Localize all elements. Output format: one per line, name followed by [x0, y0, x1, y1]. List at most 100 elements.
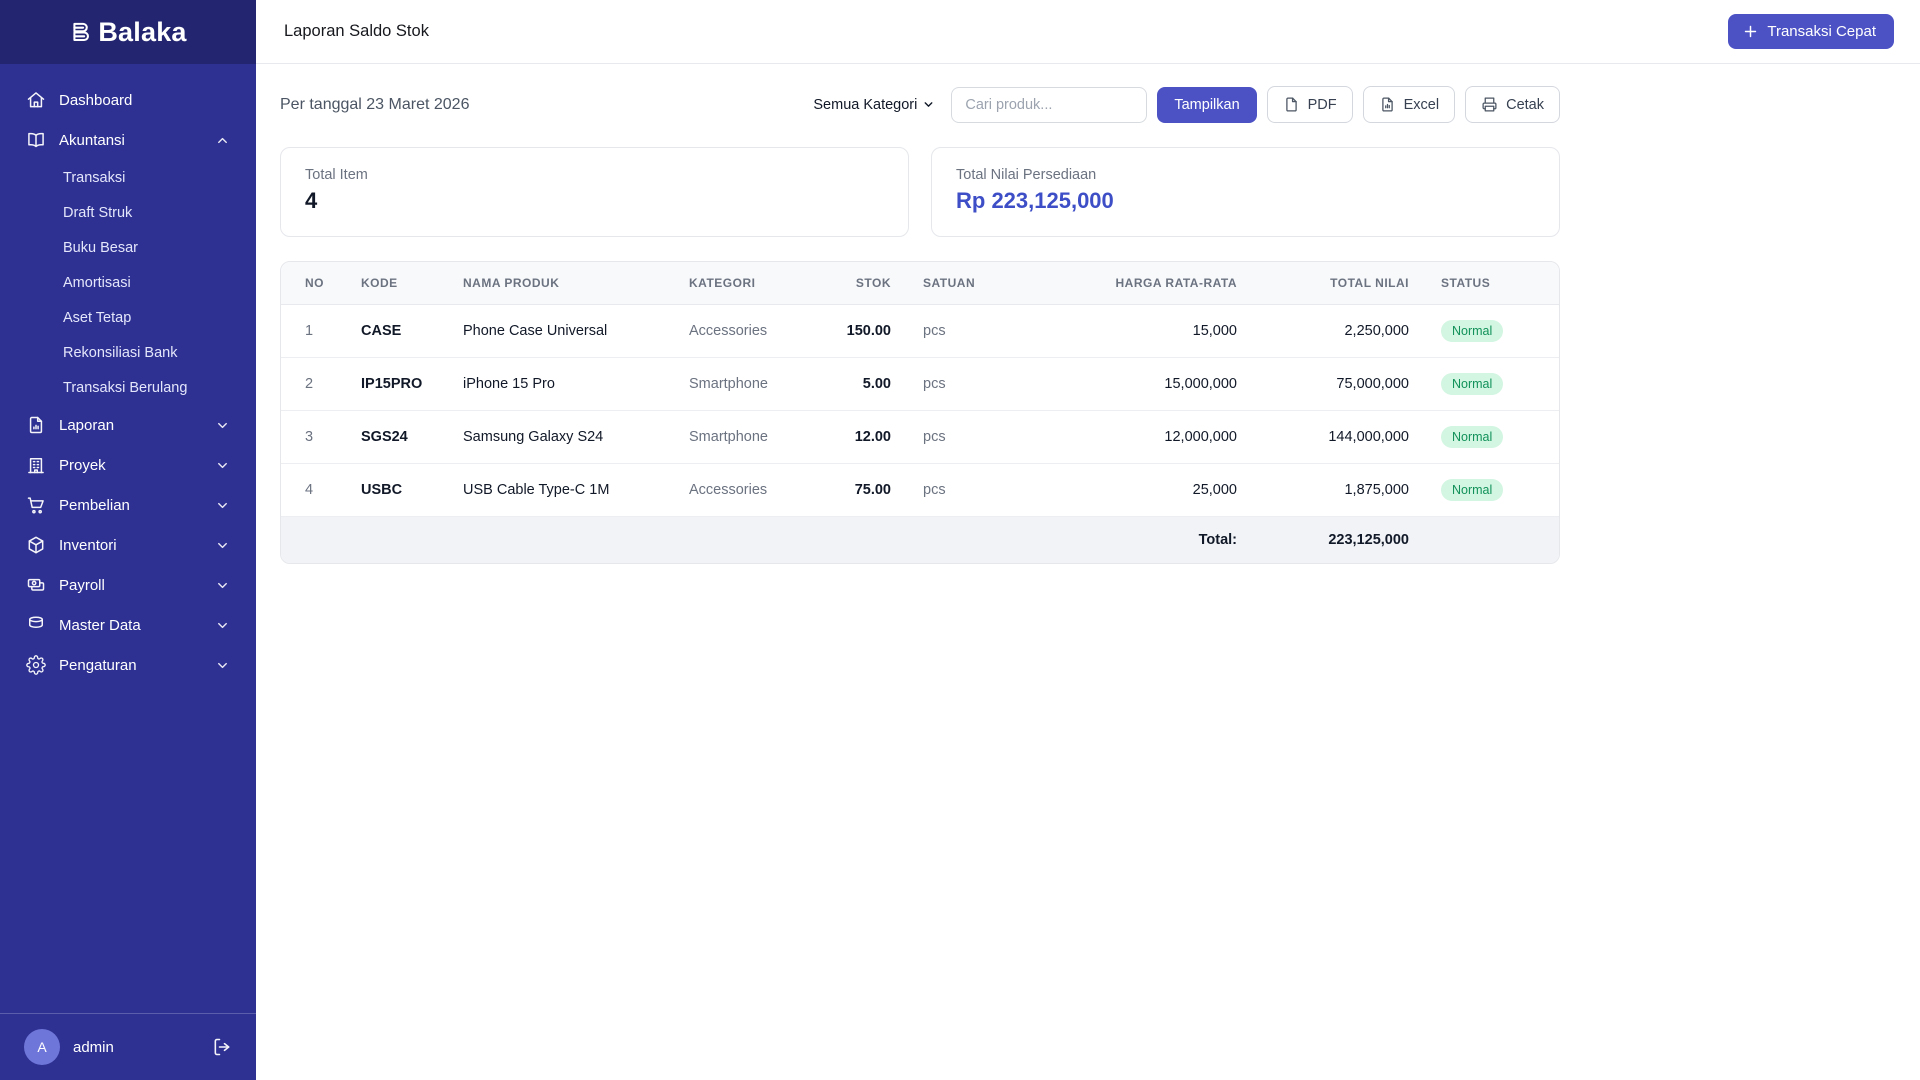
- cell-total-nilai: 144,000,000: [1253, 410, 1425, 464]
- banknotes-icon: [26, 575, 46, 595]
- card-label: Total Nilai Persediaan: [956, 167, 1097, 183]
- sidebar-subitem-draft-struk[interactable]: Draft Struk: [63, 204, 133, 221]
- chevron-down-icon: [215, 498, 230, 513]
- sidebar-item-laporan[interactable]: Laporan: [0, 405, 256, 445]
- sidebar-item-inventori[interactable]: Inventori: [0, 525, 256, 565]
- status-badge: Normal: [1441, 320, 1504, 342]
- home-icon: [26, 90, 46, 110]
- cell-stok: 150.00: [815, 304, 907, 358]
- report-date-label: Per tanggal 23 Maret 2026: [280, 95, 470, 113]
- search-input[interactable]: [951, 86, 1148, 123]
- page-title: Laporan Saldo Stok: [284, 22, 429, 40]
- plus-icon: [1742, 23, 1759, 40]
- sidebar-item-label: Laporan: [59, 416, 115, 434]
- cell-no: 4: [281, 463, 345, 517]
- chevron-down-icon: [215, 658, 230, 673]
- col-header-total-nilai: TOTAL NILAI: [1253, 262, 1425, 305]
- cell-satuan: pcs: [907, 463, 1015, 517]
- chevron-down-icon: [215, 578, 230, 593]
- chevron-up-icon: [215, 133, 230, 148]
- sidebar-item-pengaturan[interactable]: Pengaturan: [0, 645, 256, 685]
- category-select[interactable]: Semua Kategori: [807, 89, 941, 121]
- file-chart-icon: [26, 415, 46, 435]
- card-value: 4: [305, 188, 318, 213]
- cell-stok: 75.00: [815, 463, 907, 517]
- user-name: admin: [73, 1038, 114, 1056]
- table-total-row: Total: 223,125,000: [281, 516, 1559, 563]
- table-row: 1 CASE Phone Case Universal Accessories 150.…: [281, 304, 1559, 358]
- cell-total-nilai: 2,250,000: [1253, 304, 1425, 358]
- cell-no: 3: [281, 410, 345, 464]
- cell-no: 2: [281, 357, 345, 411]
- cell-status: Normal: [1425, 357, 1559, 411]
- cell-kategori: Accessories: [673, 463, 815, 517]
- col-header-status: STATUS: [1425, 262, 1559, 305]
- summary-card-total-item: Total Item 4: [280, 147, 909, 237]
- cell-kode: USBC: [345, 463, 447, 517]
- sidebar-item-payroll[interactable]: Payroll: [0, 565, 256, 605]
- sidebar-item-label: Pengaturan: [59, 656, 137, 674]
- gear-icon: [26, 655, 46, 675]
- balaka-logo-icon: [69, 19, 95, 45]
- sidebar-item-label: Payroll: [59, 576, 105, 594]
- summary-card-total-nilai-persediaan: Total Nilai Persediaan Rp 223,125,000: [931, 147, 1560, 237]
- sidebar-subitem-transaksi[interactable]: Transaksi: [63, 169, 126, 186]
- cell-harga-rata-rata: 15,000: [1015, 304, 1253, 358]
- cell-satuan: pcs: [907, 357, 1015, 411]
- cell-nama-produk: iPhone 15 Pro: [447, 357, 673, 411]
- cube-icon: [26, 535, 46, 555]
- col-header-kode: KODE: [345, 262, 447, 305]
- cell-no: 1: [281, 304, 345, 358]
- cart-icon: [26, 495, 46, 515]
- pdf-export-button[interactable]: PDF: [1266, 86, 1353, 123]
- sidebar-subitem-transaksi-berulang[interactable]: Transaksi Berulang: [63, 379, 188, 396]
- table-row: 2 IP15PRO iPhone 15 Pro Smartphone 5.00 pcs 15…: [281, 357, 1559, 411]
- sidebar-subitem-amortisasi[interactable]: Amortisasi: [63, 274, 131, 291]
- stock-table-card: NO KODE NAMA PRODUK KATEGORI STOK SATUAN HARGA…: [280, 261, 1560, 564]
- sidebar-item-akuntansi[interactable]: Akuntansi: [0, 120, 256, 160]
- table-row: 3 SGS24 Samsung Galaxy S24 Smartphone 12.00 p…: [281, 410, 1559, 464]
- cell-kategori: Smartphone: [673, 410, 815, 464]
- col-header-nama-produk: NAMA PRODUK: [447, 262, 673, 305]
- cell-satuan: pcs: [907, 410, 1015, 464]
- sidebar-item-label: Master Data: [59, 616, 141, 634]
- sidebar-item-dashboard[interactable]: Dashboard: [0, 80, 256, 120]
- sidebar: Balaka Dashboard Akuntansi Transaksi Draft…: [0, 0, 256, 1080]
- sidebar-item-label: Inventori: [59, 536, 117, 554]
- file-icon: [1283, 96, 1300, 113]
- summary-cards: Total Item 4 Total Nilai Persediaan Rp 22…: [280, 147, 1560, 237]
- brand-logo[interactable]: Balaka: [0, 0, 256, 64]
- sidebar-item-master-data[interactable]: Master Data: [0, 605, 256, 645]
- cell-nama-produk: USB Cable Type-C 1M: [447, 463, 673, 517]
- sidebar-nav: Dashboard Akuntansi Transaksi Draft Struk B…: [0, 64, 256, 1013]
- main-panel: Laporan Saldo Stok Transaksi Cepat Per t…: [256, 0, 1920, 1080]
- table-header-row: NO KODE NAMA PRODUK KATEGORI STOK SATUAN HARGA…: [281, 262, 1559, 305]
- sidebar-item-pembelian[interactable]: Pembelian: [0, 485, 256, 525]
- col-header-harga-rata-rata: HARGA RATA-RATA: [1015, 262, 1253, 305]
- cell-status: Normal: [1425, 304, 1559, 358]
- sidebar-subitem-buku-besar[interactable]: Buku Besar: [63, 239, 138, 256]
- cell-status: Normal: [1425, 463, 1559, 517]
- sidebar-item-proyek[interactable]: Proyek: [0, 445, 256, 485]
- excel-export-button[interactable]: Excel: [1362, 86, 1456, 123]
- sidebar-item-label: Akuntansi: [59, 131, 125, 149]
- topbar: Laporan Saldo Stok Transaksi Cepat: [256, 0, 1920, 64]
- building-icon: [26, 455, 46, 475]
- col-header-satuan: SATUAN: [907, 262, 1015, 305]
- card-label: Total Item: [305, 167, 368, 183]
- cell-harga-rata-rata: 12,000,000: [1015, 410, 1253, 464]
- sidebar-subitem-rekonsiliasi-bank[interactable]: Rekonsiliasi Bank: [63, 344, 178, 361]
- cell-total-nilai: 1,875,000: [1253, 463, 1425, 517]
- logout-icon[interactable]: [212, 1037, 232, 1057]
- cetak-export-button[interactable]: Cetak: [1465, 86, 1560, 123]
- col-header-no: NO: [281, 262, 345, 305]
- cell-nama-produk: Samsung Galaxy S24: [447, 410, 673, 464]
- show-button[interactable]: Tampilkan: [1157, 86, 1257, 123]
- printer-icon: [1481, 96, 1498, 113]
- sidebar-subitem-aset-tetap[interactable]: Aset Tetap: [63, 309, 132, 326]
- quick-transaction-button[interactable]: Transaksi Cepat: [1728, 14, 1894, 49]
- chevron-down-icon: [215, 618, 230, 633]
- cell-kode: CASE: [345, 304, 447, 358]
- card-value: Rp 223,125,000: [956, 188, 1114, 213]
